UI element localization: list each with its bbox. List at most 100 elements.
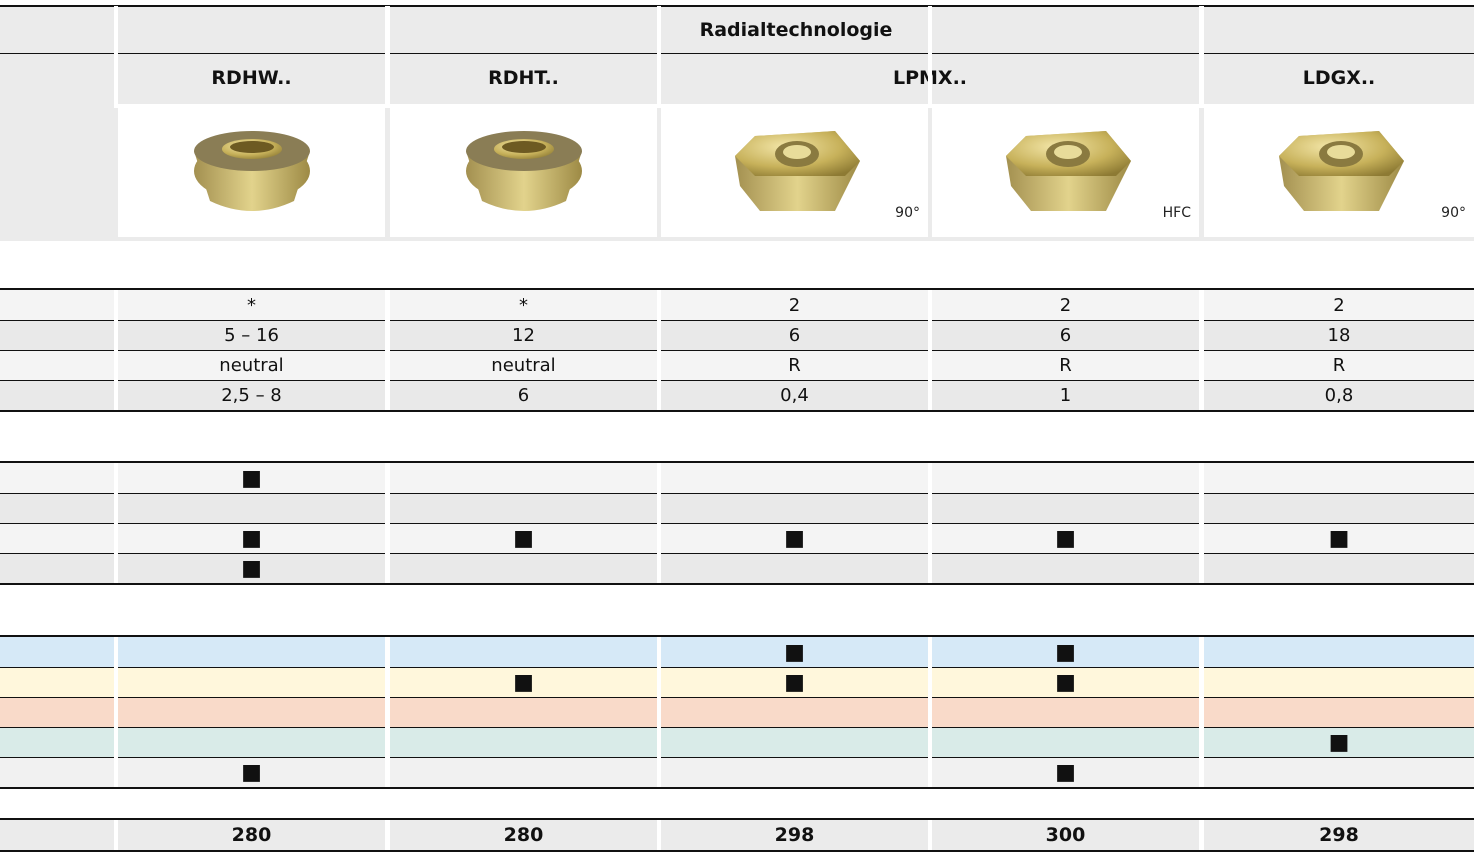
insert-image bbox=[1204, 104, 1474, 237]
insert-drawing bbox=[1279, 130, 1404, 211]
rule bbox=[0, 523, 1474, 524]
insert-image bbox=[390, 104, 657, 237]
value-cell: 280 bbox=[390, 820, 657, 850]
column-gap bbox=[1199, 637, 1204, 787]
rule bbox=[0, 818, 1474, 820]
marker: ■ bbox=[932, 757, 1199, 787]
value-cell: 298 bbox=[661, 820, 928, 850]
rule bbox=[0, 320, 1474, 321]
insert-drawing bbox=[734, 130, 860, 211]
column-gap bbox=[385, 290, 390, 410]
column-gap bbox=[114, 820, 118, 850]
value-cell bbox=[932, 463, 1199, 493]
rule bbox=[0, 380, 1474, 381]
value-cell: 280 bbox=[118, 820, 385, 850]
value-cell: 18 bbox=[1204, 320, 1474, 350]
column-gap bbox=[657, 6, 661, 108]
column-gap bbox=[928, 637, 932, 787]
value-cell: neutral bbox=[118, 350, 385, 380]
column-gap bbox=[114, 463, 118, 583]
value-cell bbox=[118, 667, 385, 697]
rule bbox=[0, 697, 1474, 698]
label-cell bbox=[0, 350, 114, 380]
label-cell bbox=[0, 553, 114, 583]
value-cell bbox=[932, 727, 1199, 757]
value-cell bbox=[661, 697, 928, 727]
header-title: Radialtechnologie bbox=[118, 6, 1474, 54]
value-cell bbox=[1204, 667, 1474, 697]
value-cell: 0,8 bbox=[1204, 380, 1474, 410]
marker: ■ bbox=[932, 637, 1199, 667]
value-cell bbox=[1204, 553, 1474, 583]
marker: ■ bbox=[118, 553, 385, 583]
column-gap bbox=[114, 637, 118, 787]
rule bbox=[0, 493, 1474, 494]
rule bbox=[0, 461, 1474, 463]
marker: ■ bbox=[1204, 523, 1474, 553]
label-cell bbox=[0, 290, 114, 320]
value-cell: neutral bbox=[390, 350, 657, 380]
value-cell: 2 bbox=[932, 290, 1199, 320]
value-cell bbox=[390, 757, 657, 787]
rule bbox=[0, 583, 1474, 585]
value-cell: 6 bbox=[390, 380, 657, 410]
marker: ■ bbox=[661, 523, 928, 553]
rule bbox=[0, 787, 1474, 789]
group-header: RDHW.. bbox=[118, 54, 385, 102]
column-gap bbox=[657, 820, 661, 850]
label-cell bbox=[0, 54, 114, 102]
value-cell bbox=[390, 493, 657, 523]
value-cell bbox=[390, 697, 657, 727]
value-cell bbox=[661, 493, 928, 523]
column-gap bbox=[657, 463, 661, 583]
column-gap bbox=[928, 290, 932, 410]
value-cell bbox=[661, 757, 928, 787]
insert-drawing bbox=[1005, 130, 1131, 211]
label-cell bbox=[0, 493, 114, 523]
label-cell bbox=[0, 727, 114, 757]
rule bbox=[0, 5, 1474, 7]
image-note: 90° bbox=[895, 205, 920, 221]
column-gap bbox=[385, 6, 390, 108]
value-cell: 6 bbox=[932, 320, 1199, 350]
column-gap bbox=[385, 637, 390, 787]
value-cell bbox=[390, 463, 657, 493]
value-cell bbox=[390, 553, 657, 583]
value-cell bbox=[661, 727, 928, 757]
insert-image bbox=[118, 104, 385, 237]
marker: ■ bbox=[661, 667, 928, 697]
value-cell bbox=[932, 493, 1199, 523]
value-cell: R bbox=[661, 350, 928, 380]
label-cell bbox=[0, 380, 114, 410]
column-gap bbox=[385, 820, 390, 850]
rule bbox=[0, 553, 1474, 554]
value-cell bbox=[118, 493, 385, 523]
group-header: RDHT.. bbox=[390, 54, 657, 102]
image-note: HFC bbox=[1162, 205, 1191, 221]
value-cell: 5 – 16 bbox=[118, 320, 385, 350]
insert-image bbox=[661, 104, 928, 237]
insert-image bbox=[932, 104, 1199, 237]
column-gap bbox=[657, 637, 661, 787]
value-cell: 300 bbox=[932, 820, 1199, 850]
value-cell: 2 bbox=[661, 290, 928, 320]
value-cell bbox=[390, 727, 657, 757]
rule bbox=[0, 757, 1474, 758]
column-gap bbox=[657, 290, 661, 410]
marker: ■ bbox=[118, 463, 385, 493]
group-header: LDGX.. bbox=[1204, 54, 1474, 102]
image-note: 90° bbox=[1441, 205, 1466, 221]
rule bbox=[0, 635, 1474, 637]
rule bbox=[0, 350, 1474, 351]
rule bbox=[0, 727, 1474, 728]
value-cell: 2,5 – 8 bbox=[118, 380, 385, 410]
column-gap bbox=[385, 463, 390, 583]
marker: ■ bbox=[118, 757, 385, 787]
label-cell bbox=[0, 463, 114, 493]
value-cell bbox=[661, 553, 928, 583]
value-cell bbox=[390, 637, 657, 667]
value-cell bbox=[118, 697, 385, 727]
insert-drawing bbox=[465, 130, 582, 211]
value-cell: 12 bbox=[390, 320, 657, 350]
